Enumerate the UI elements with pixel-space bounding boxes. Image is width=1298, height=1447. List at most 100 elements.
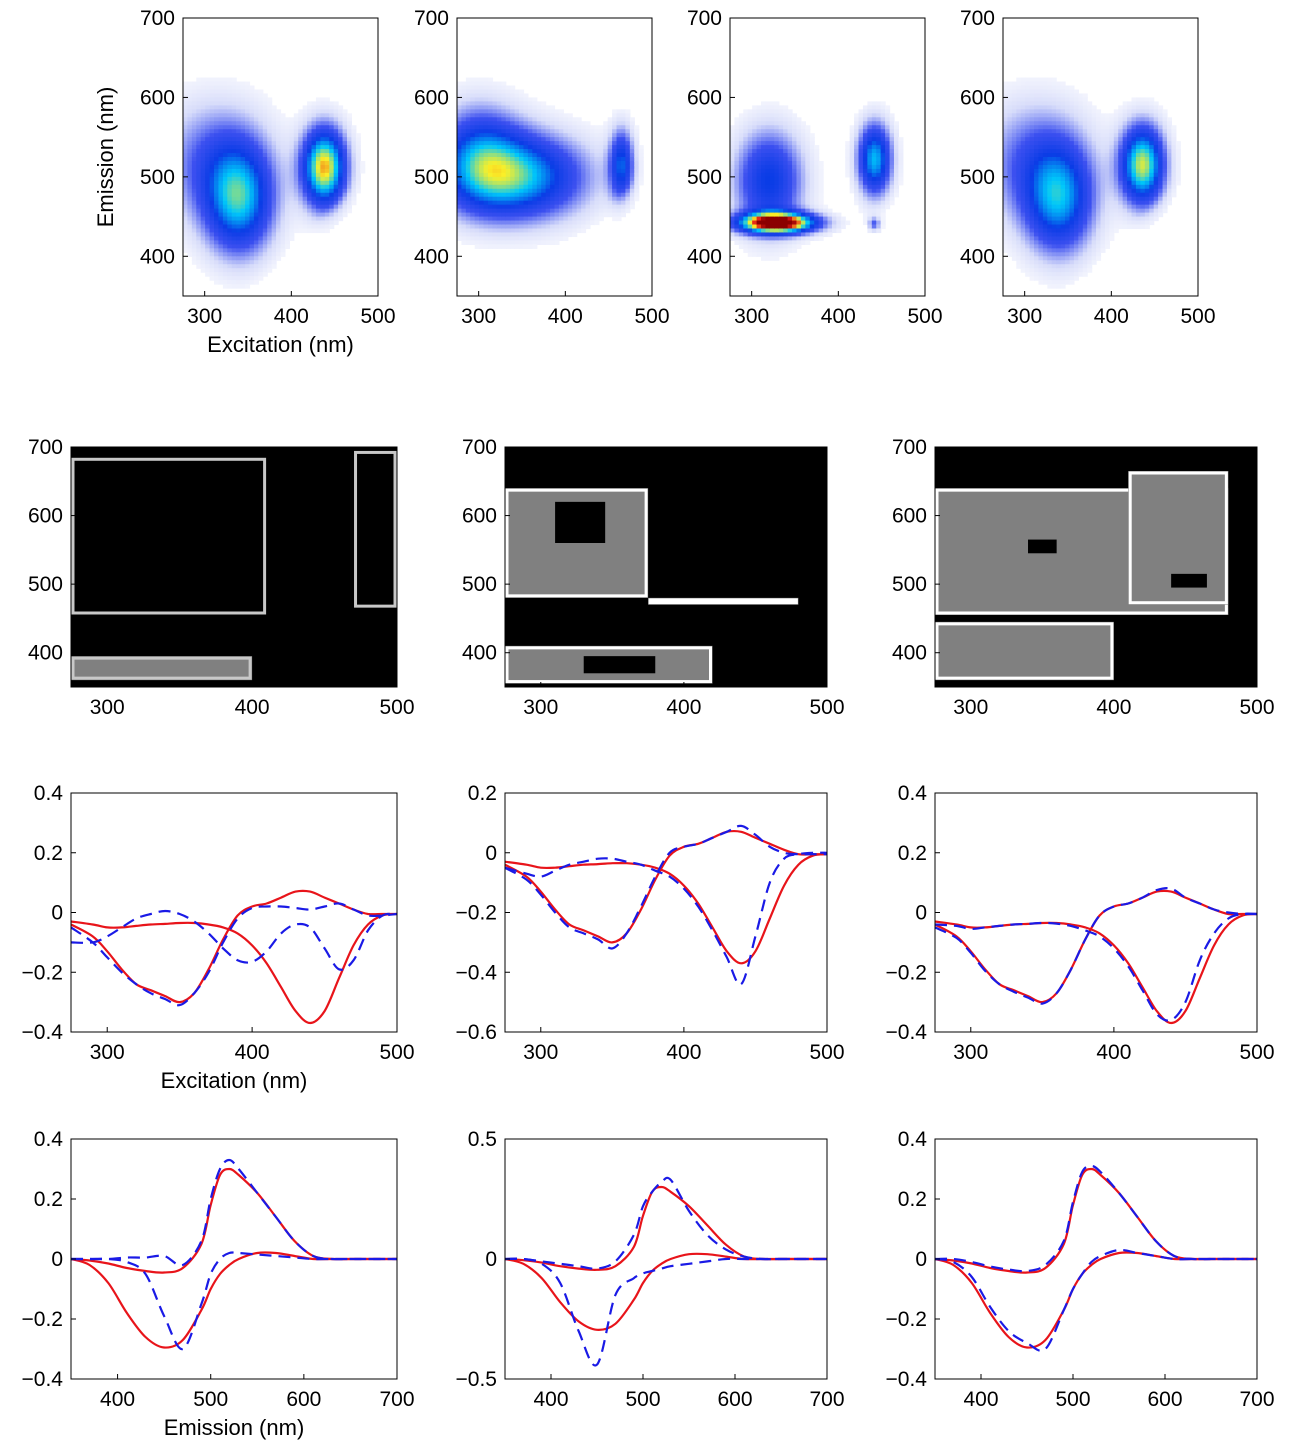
heatmap-cell — [845, 164, 851, 170]
heatmap-cell — [893, 121, 900, 126]
heatmap-cell — [183, 248, 189, 253]
heatmap-cell — [346, 157, 353, 162]
heatmap-cell — [752, 224, 758, 230]
heatmap-cell — [519, 149, 525, 154]
heatmap-cell — [1069, 129, 1075, 134]
heatmap-cell — [893, 160, 900, 166]
heatmap-cell — [218, 264, 224, 269]
heatmap-cell — [258, 240, 264, 245]
heatmap-cell — [227, 125, 233, 130]
heatmap-cell — [205, 77, 211, 83]
heatmap-cell — [867, 160, 873, 166]
heatmap-cell — [488, 172, 494, 178]
heatmap-cell — [743, 172, 749, 178]
heatmap-cell — [183, 176, 189, 182]
heatmap-cell — [519, 184, 525, 190]
heatmap-cell — [315, 125, 321, 130]
heatmap-cell — [205, 113, 211, 118]
heatmap-cell — [1069, 192, 1075, 198]
heatmap-cell — [236, 93, 242, 99]
heatmap-cell — [245, 276, 251, 281]
heatmap-cell — [880, 216, 886, 222]
heatmap-cell — [505, 105, 511, 110]
heatmap-cell — [510, 149, 516, 154]
heatmap-cell — [889, 153, 895, 158]
heatmap-cell — [209, 105, 215, 110]
heatmap-cell — [625, 180, 631, 186]
heatmap-cell — [567, 224, 573, 230]
heatmap-cell — [862, 141, 868, 146]
heatmap-cell — [218, 212, 224, 218]
heatmap-cell — [501, 160, 507, 166]
heatmap-cell — [258, 232, 264, 238]
heatmap-cell — [756, 149, 762, 154]
heatmap-cell — [796, 164, 802, 170]
heatmap-cell — [267, 141, 273, 146]
heatmap-cell — [876, 224, 882, 230]
heatmap-cell — [333, 160, 339, 166]
heatmap-cell — [769, 105, 775, 110]
heatmap-cell — [827, 220, 833, 226]
heatmap-cell — [1029, 157, 1035, 162]
heatmap-cell — [818, 164, 824, 170]
heatmap-cell — [479, 236, 485, 241]
heatmap-cell — [536, 149, 542, 154]
heatmap-cell — [527, 145, 533, 150]
heatmap-cell — [889, 113, 895, 118]
heatmap-cell — [1065, 137, 1071, 142]
heatmap-cell — [572, 212, 578, 218]
heatmap-cell — [885, 105, 891, 110]
heatmap-cell — [231, 224, 237, 230]
heatmap-cell — [249, 204, 255, 210]
heatmap-cell — [315, 180, 321, 186]
heatmap-cell — [222, 81, 228, 87]
heatmap-cell — [205, 109, 211, 114]
heatmap-cell — [209, 276, 215, 281]
heatmap-cell — [743, 216, 749, 222]
heatmap-cell — [1073, 121, 1079, 126]
heatmap-cell — [765, 224, 771, 230]
heatmap-cell — [315, 113, 321, 118]
heatmap-cell — [1025, 264, 1031, 269]
heatmap-cell — [1034, 264, 1040, 269]
heatmap-cell — [800, 133, 806, 138]
heatmap-cell — [222, 157, 228, 162]
heatmap-cell — [1025, 77, 1031, 83]
heatmap-cell — [483, 141, 489, 146]
heatmap-cell — [527, 220, 533, 226]
heatmap-cell — [311, 113, 317, 118]
heatmap-cell — [1078, 172, 1084, 178]
heatmap-cell — [227, 145, 233, 150]
heatmap-cell — [840, 216, 846, 222]
heatmap-cell — [514, 133, 520, 138]
heatmap-cell — [1047, 176, 1053, 182]
heatmap-cell — [271, 252, 277, 257]
heatmap-cell — [470, 113, 476, 118]
heatmap-cell — [563, 208, 569, 214]
heatmap-cell — [196, 81, 202, 87]
heatmap-cell — [510, 176, 516, 182]
heatmap-cell — [187, 157, 193, 162]
heatmap-cell — [1047, 272, 1053, 277]
heatmap-cell — [1029, 236, 1035, 241]
heatmap-cell — [638, 176, 644, 182]
heatmap-cell — [778, 141, 784, 146]
heatmap-cell — [858, 129, 864, 134]
heatmap-cell — [796, 184, 802, 190]
heatmap-cell — [1047, 252, 1053, 257]
heatmap-cell — [603, 184, 609, 190]
heatmap-cell — [474, 101, 480, 106]
heatmap-cell — [324, 101, 330, 106]
heatmap-cell — [738, 149, 744, 154]
heatmap-cell — [734, 172, 740, 178]
heatmap-cell — [1007, 137, 1013, 142]
heatmap-cell — [483, 93, 489, 99]
heatmap-cell — [629, 117, 635, 122]
heatmap-cell — [747, 168, 753, 174]
heatmap-cell — [200, 224, 206, 230]
heatmap-cell — [1056, 176, 1062, 182]
heatmap-cell — [338, 141, 344, 146]
heatmap-cell — [276, 244, 282, 249]
heatmap-cell — [796, 200, 802, 206]
heatmap-cell — [581, 145, 587, 150]
